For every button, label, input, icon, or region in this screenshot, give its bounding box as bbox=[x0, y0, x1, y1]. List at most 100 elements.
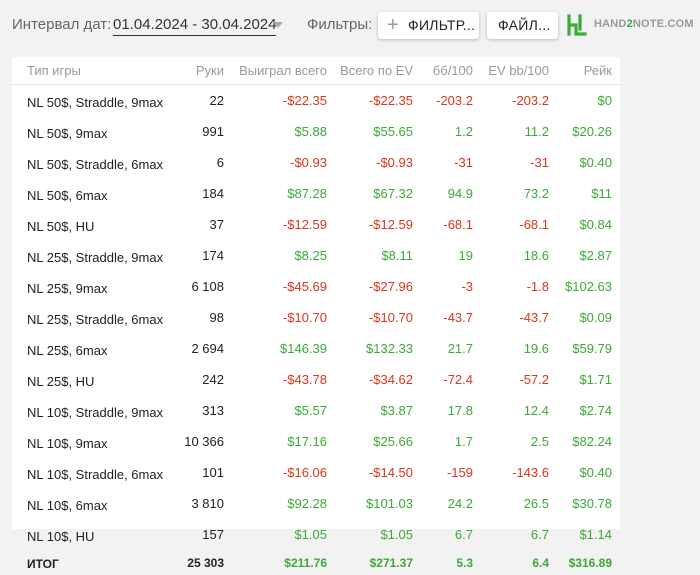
cell-hands: 991 bbox=[202, 124, 224, 139]
table-row[interactable]: NL 10$, Straddle, 6max 101 -$16.06 -$14.50 -… bbox=[12, 457, 620, 488]
cell-bb-100: -159 bbox=[446, 465, 473, 480]
column-header-ev-bb-100[interactable]: EV bb/100 bbox=[481, 57, 557, 85]
cell-ev-total: -$27.96 bbox=[368, 279, 413, 294]
cell-hands: 184 bbox=[202, 186, 224, 201]
table-row[interactable]: NL 10$, 9max 10 366 $17.16 $25.66 1.7 2.5 $82.… bbox=[12, 426, 620, 457]
cell-hands: 6 bbox=[216, 155, 224, 170]
cell-bb-100: 1.7 bbox=[454, 434, 473, 449]
cell-rake: $2.87 bbox=[579, 248, 612, 263]
stats-table: Тип игры Руки Выиграл всего Всего по EV бб/1… bbox=[12, 57, 620, 575]
cell-won-total: -$0.93 bbox=[290, 155, 327, 170]
cell-ev-bb-100: 12.4 bbox=[523, 403, 549, 418]
cell-rake: $20.26 bbox=[572, 124, 612, 139]
cell-game-type: NL 10$, Straddle, 6max bbox=[27, 466, 164, 482]
cell-rake: $102.63 bbox=[565, 279, 612, 294]
cell-hands: 313 bbox=[202, 403, 224, 418]
cell-won-total: $8.25 bbox=[294, 248, 327, 263]
table-header-row: Тип игры Руки Выиграл всего Всего по EV бб/1… bbox=[12, 57, 620, 85]
cell-ev-total: $1.05 bbox=[380, 527, 413, 542]
cell-bb-100: -203.2 bbox=[436, 93, 473, 108]
table-row[interactable]: NL 10$, Straddle, 9max 313 $5.57 $3.87 17.8 1… bbox=[12, 395, 620, 426]
date-interval-label: Интервал дат: bbox=[12, 16, 112, 33]
cell-ev-bb-100: 26.5 bbox=[523, 496, 549, 511]
table-row[interactable]: NL 25$, HU 242 -$43.78 -$34.62 -72.4 -57.2 $1.… bbox=[12, 364, 620, 395]
table-row[interactable]: NL 25$, Straddle, 6max 98 -$10.70 -$10.70 -4… bbox=[12, 302, 620, 333]
cell-game-type: NL 25$, 6max bbox=[27, 342, 108, 358]
cell-ev-total: $8.11 bbox=[381, 248, 413, 263]
column-header-game-type[interactable]: Тип игры bbox=[12, 57, 172, 85]
table-row[interactable]: NL 50$, 9max 991 $5.88 $55.65 1.2 11.2 $20.26 bbox=[12, 116, 620, 147]
cell-game-type: NL 10$, 9max bbox=[27, 435, 108, 451]
total-cell-game-type: ИТОГ bbox=[27, 557, 59, 571]
cell-won-total: -$43.78 bbox=[282, 372, 327, 387]
cell-game-type: NL 10$, HU bbox=[27, 528, 95, 544]
table-row[interactable]: NL 10$, HU 157 $1.05 $1.05 6.7 6.7 $1.14 bbox=[12, 519, 620, 550]
table-row[interactable]: NL 50$, Straddle, 9max 22 -$22.35 -$22.35 -2… bbox=[12, 85, 620, 117]
cell-bb-100: -31 bbox=[454, 155, 473, 170]
cell-won-total: $5.57 bbox=[294, 403, 327, 418]
cell-won-total: $1.05 bbox=[294, 527, 327, 542]
logo-text: HAND2NOTE.COM bbox=[594, 18, 694, 30]
total-row: ИТОГ 25 303 $211.76 $271.37 5.3 6.4 $316.89 bbox=[12, 550, 620, 575]
cell-ev-bb-100: 11.2 bbox=[524, 124, 549, 139]
cell-bb-100: 24.2 bbox=[447, 496, 473, 511]
column-header-won-total[interactable]: Выиграл всего bbox=[232, 57, 335, 85]
table-row[interactable]: NL 25$, Straddle, 9max 174 $8.25 $8.11 19 18.… bbox=[12, 240, 620, 271]
table-row[interactable]: NL 50$, HU 37 -$12.59 -$12.59 -68.1 -68.1 $0.8… bbox=[12, 209, 620, 240]
cell-ev-total: $101.03 bbox=[366, 496, 413, 511]
cell-ev-bb-100: -1.8 bbox=[526, 279, 549, 294]
cell-game-type: NL 25$, 9max bbox=[27, 280, 108, 296]
column-header-hands[interactable]: Руки bbox=[172, 57, 232, 85]
chevron-down-icon[interactable] bbox=[273, 22, 283, 28]
cell-game-type: NL 50$, 6max bbox=[27, 187, 108, 203]
cell-rake: $0.40 bbox=[579, 155, 612, 170]
table-row[interactable]: NL 25$, 6max 2 694 $146.39 $132.33 21.7 19.6 $… bbox=[12, 333, 620, 364]
cell-rake: $59.79 bbox=[572, 341, 612, 356]
cell-hands: 101 bbox=[202, 465, 224, 480]
cell-hands: 174 bbox=[202, 248, 224, 263]
cell-bb-100: 21.7 bbox=[447, 341, 473, 356]
cell-ev-total: -$14.50 bbox=[368, 465, 413, 480]
cell-game-type: NL 10$, 6max bbox=[27, 497, 108, 513]
cell-ev-bb-100: -57.2 bbox=[519, 372, 549, 387]
cell-bb-100: -3 bbox=[461, 279, 473, 294]
cell-ev-bb-100: -203.2 bbox=[512, 93, 549, 108]
table-row[interactable]: NL 10$, 6max 3 810 $92.28 $101.03 24.2 26.5 $3… bbox=[12, 488, 620, 519]
column-header-ev-total[interactable]: Всего по EV bbox=[335, 57, 421, 85]
cell-hands: 242 bbox=[202, 372, 224, 387]
toolbar: Интервал дат: 01.04.2024 - 30.04.2024 Фи… bbox=[0, 0, 700, 52]
cell-hands: 2 694 bbox=[191, 341, 224, 356]
cell-won-total: $87.28 bbox=[287, 186, 327, 201]
cell-ev-bb-100: 18.6 bbox=[523, 248, 549, 263]
cell-bb-100: -72.4 bbox=[443, 372, 473, 387]
column-header-rake[interactable]: Рейк bbox=[557, 57, 620, 85]
table-row[interactable]: NL 50$, 6max 184 $87.28 $67.32 94.9 73.2 $11 bbox=[12, 178, 620, 209]
add-filter-button[interactable]: + ФИЛЬТР... bbox=[378, 12, 479, 39]
cell-bb-100: 19 bbox=[458, 248, 473, 263]
total-cell-rake: $316.89 bbox=[568, 555, 612, 570]
cell-won-total: -$10.70 bbox=[282, 310, 327, 325]
cell-bb-100: 1.2 bbox=[454, 124, 473, 139]
cell-ev-bb-100: 73.2 bbox=[523, 186, 549, 201]
column-header-bb-100[interactable]: бб/100 bbox=[421, 57, 481, 85]
date-range-picker[interactable]: 01.04.2024 - 30.04.2024 bbox=[113, 16, 277, 36]
cell-hands: 10 366 bbox=[184, 434, 224, 449]
filters-label: Фильтры: bbox=[307, 16, 373, 33]
file-button[interactable]: ФАЙЛ... bbox=[487, 12, 558, 39]
table-row[interactable]: NL 25$, 9max 6 108 -$45.69 -$27.96 -3 -1.8 $10… bbox=[12, 271, 620, 302]
cell-hands: 6 108 bbox=[191, 279, 224, 294]
cell-ev-total: $132.33 bbox=[366, 341, 413, 356]
cell-hands: 157 bbox=[202, 527, 224, 542]
cell-ev-total: -$12.59 bbox=[368, 217, 413, 232]
cell-ev-bb-100: -143.6 bbox=[512, 465, 549, 480]
cell-hands: 37 bbox=[209, 217, 224, 232]
cell-ev-total: $25.66 bbox=[373, 434, 413, 449]
cell-ev-bb-100: 2.5 bbox=[530, 434, 549, 449]
cell-rake: $1.71 bbox=[579, 372, 612, 387]
total-cell-ev-total: $271.37 bbox=[369, 555, 413, 570]
table-row[interactable]: NL 50$, Straddle, 6max 6 -$0.93 -$0.93 -31 -3… bbox=[12, 147, 620, 178]
cell-ev-total: $67.32 bbox=[373, 186, 413, 201]
cell-game-type: NL 25$, HU bbox=[27, 373, 95, 389]
total-cell-ev-bb-100: 6.4 bbox=[532, 555, 549, 570]
cell-bb-100: 94.9 bbox=[447, 186, 473, 201]
